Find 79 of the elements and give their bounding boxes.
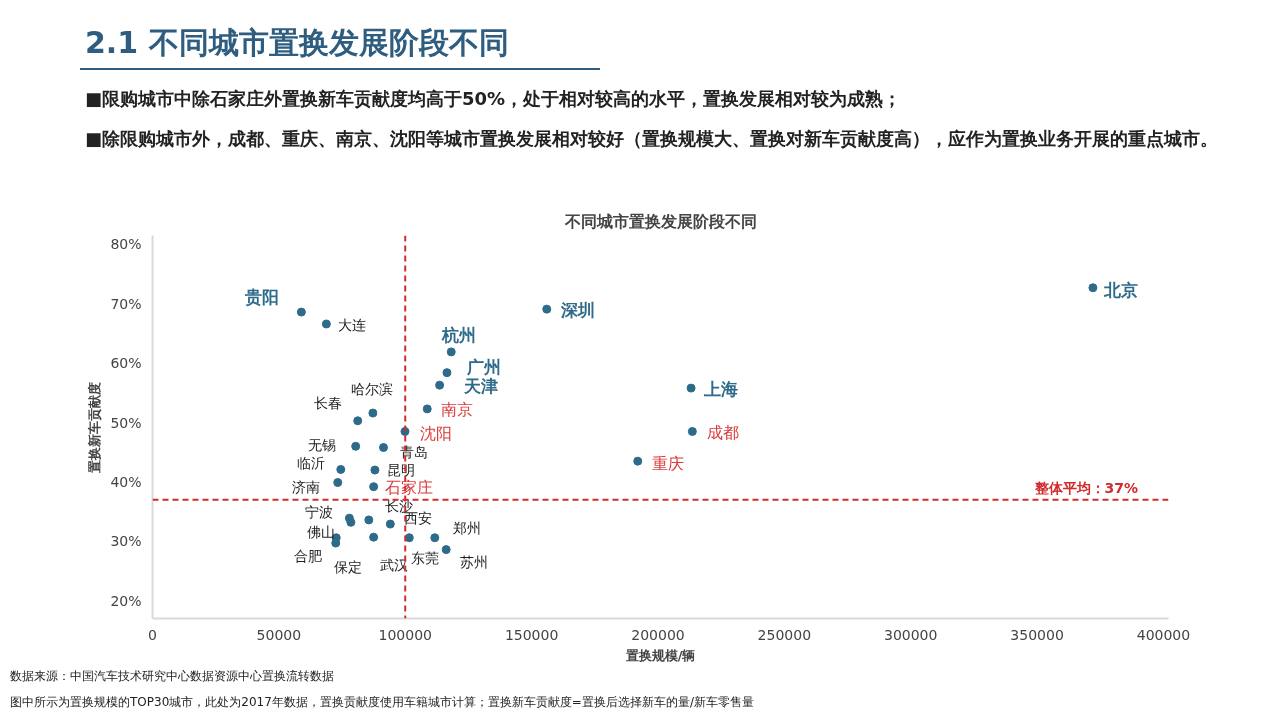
chart-title: 2.1 不同城市置换发展阶段不同 <box>85 24 509 62</box>
x-tick-label: 300000 <box>883 626 938 643</box>
x-tick-label: 0 <box>148 626 157 643</box>
point <box>353 416 363 426</box>
data-label: 苏州 <box>460 553 489 570</box>
data-label: 佛山 <box>306 524 335 541</box>
data-label: 石家庄 <box>384 478 433 498</box>
data-label: 成都 <box>707 422 740 442</box>
point <box>687 426 697 436</box>
point <box>430 533 440 543</box>
chart-subtitle: 不同城市置换发展阶段不同 <box>563 211 757 231</box>
data-label: 宁波 <box>305 504 334 521</box>
source-note: 数据来源：中国汽车技术研究中心数据资源中心置换流转数据 <box>10 668 335 685</box>
data-label: 沈阳 <box>419 423 452 443</box>
ref-line-label: 整体平均：37% <box>1033 479 1139 496</box>
point <box>296 307 306 317</box>
data-label: 青岛 <box>399 444 428 461</box>
data-label: 济南 <box>291 478 320 495</box>
data-label: 贵阳 <box>244 287 280 308</box>
text: ■限购城市中除石家庄外置换新车贡献度均高于50%，处于相对较高的水平，置换发展相对较为成熟； <box>85 88 903 110</box>
data-label: 东莞 <box>411 549 440 566</box>
data-label: 北京 <box>1102 279 1138 300</box>
data-label: 临沂 <box>296 455 325 472</box>
point <box>379 442 388 452</box>
point <box>542 304 552 314</box>
y-tick-label: 20% <box>110 592 142 609</box>
y-tick-label: 50% <box>110 414 142 431</box>
y-tick-label: 60% <box>110 355 142 372</box>
x-tick-label: 100000 <box>378 626 432 643</box>
point <box>369 532 379 542</box>
data-label: 天津 <box>462 376 498 397</box>
text: ■除限购城市外，成都、重庆、南京、沈阳等城市置换发展相对较好（置换规模大、置换对新车贡献度高），应作为置换业务开展的重点城市。 <box>85 128 1219 150</box>
data-label: 重庆 <box>651 453 684 473</box>
data-label: 长春 <box>313 394 342 411</box>
y-tick-label: 30% <box>110 533 142 550</box>
data-label: 保定 <box>333 559 362 576</box>
data-label: 大连 <box>338 316 367 333</box>
point <box>442 368 452 378</box>
point <box>333 478 343 488</box>
x-tick-label: 150000 <box>504 626 559 643</box>
x-tick-label: 250000 <box>757 626 812 643</box>
y-tick-label: 80% <box>110 236 142 253</box>
x-tick-label: 400000 <box>1136 626 1191 643</box>
point <box>370 465 380 475</box>
data-label: 深圳 <box>559 300 595 321</box>
data-label: 哈尔滨 <box>350 381 393 398</box>
point <box>351 441 361 451</box>
point <box>364 515 374 525</box>
data-label: 上海 <box>703 379 739 400</box>
point <box>686 383 696 393</box>
y-tick-label: 70% <box>110 295 142 312</box>
data-label: 杭州 <box>441 324 477 345</box>
point <box>633 456 643 466</box>
text: 图中所示为置换规模的TOP30城市，此处为2017年数据，置换贡献度使用车籍城市计算；置换新车贡献度=置换后选择新车的量/新车零售量 <box>10 694 754 711</box>
point <box>404 533 414 543</box>
point <box>368 408 378 418</box>
x-tick-label: 350000 <box>1010 626 1064 643</box>
point <box>422 404 432 414</box>
point <box>441 545 451 555</box>
point <box>346 517 356 527</box>
data-label: 无锡 <box>307 437 336 454</box>
point <box>369 482 379 492</box>
data-label: 广州 <box>465 356 501 377</box>
point <box>435 380 445 390</box>
data-label: 昆明 <box>386 462 415 479</box>
x-tick-label: 200000 <box>631 626 685 643</box>
point <box>446 347 456 357</box>
y-axis-title: 置换新车贡献度 <box>87 381 103 474</box>
point <box>385 519 395 529</box>
x-axis-title: 置换规模/辆 <box>624 647 696 663</box>
data-label: 长沙 <box>384 497 413 514</box>
point <box>321 319 331 329</box>
x-tick-label: 50000 <box>256 626 302 643</box>
y-tick-label: 40% <box>110 473 142 490</box>
point <box>1088 283 1098 293</box>
point <box>336 464 346 474</box>
data-label: 郑州 <box>452 519 481 536</box>
data-label: 合肥 <box>294 547 323 564</box>
data-label: 南京 <box>441 400 474 420</box>
